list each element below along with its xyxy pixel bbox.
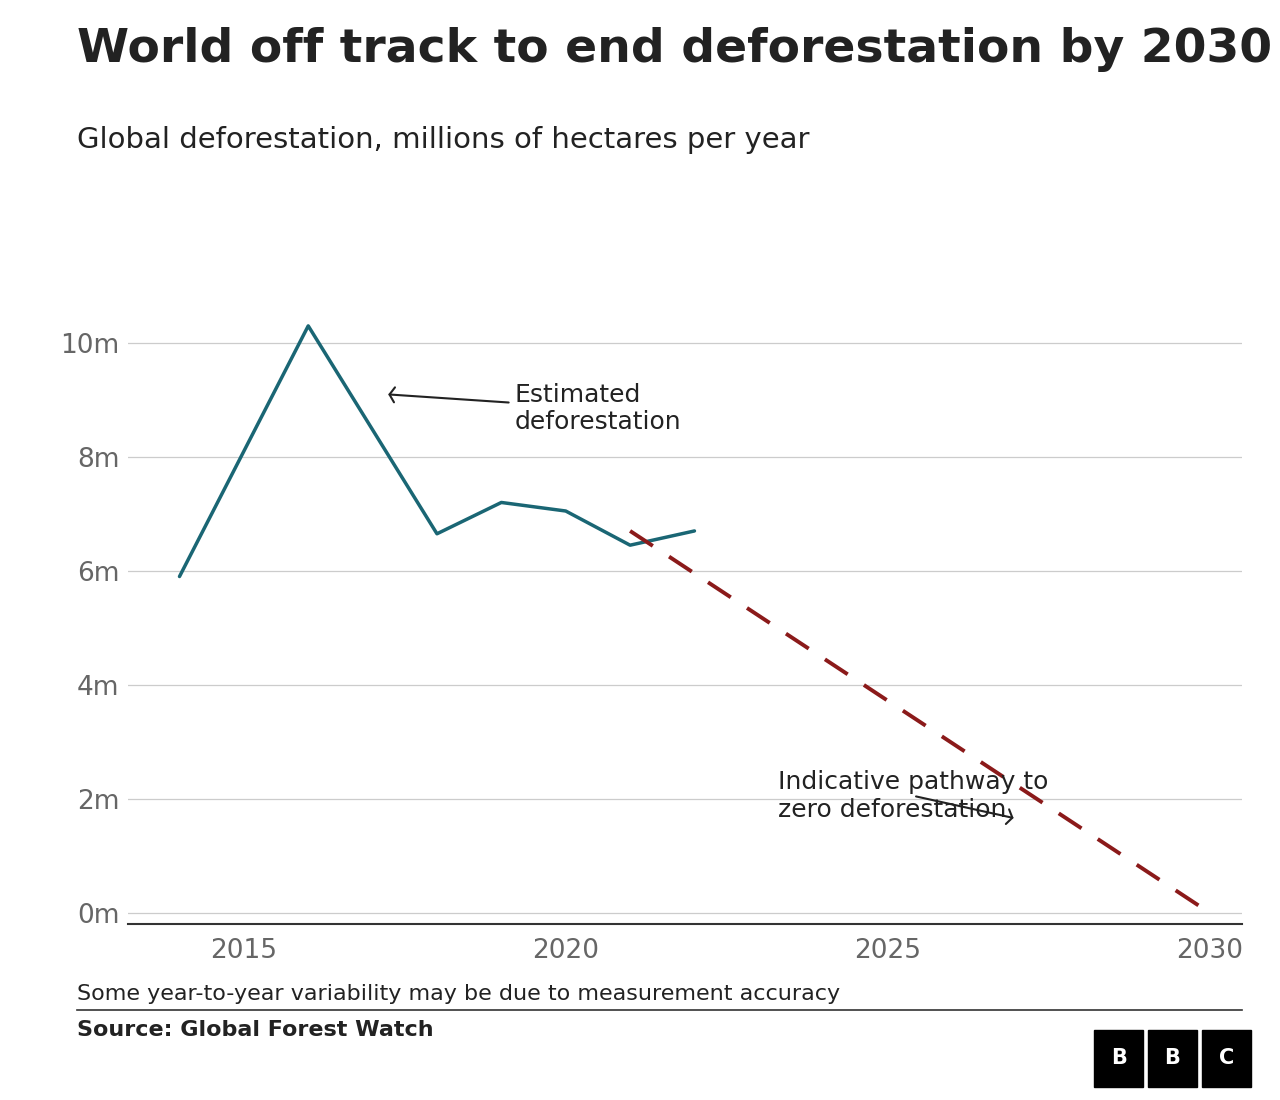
Text: C: C (1219, 1048, 1234, 1068)
Text: Some year-to-year variability may be due to measurement accuracy: Some year-to-year variability may be due… (77, 984, 840, 1004)
Text: B: B (1165, 1048, 1180, 1068)
Text: B: B (1111, 1048, 1126, 1068)
Text: Source: Global Forest Watch: Source: Global Forest Watch (77, 1020, 434, 1040)
Text: World off track to end deforestation by 2030: World off track to end deforestation by … (77, 28, 1272, 73)
Text: Estimated
deforestation: Estimated deforestation (389, 383, 681, 434)
Text: Global deforestation, millions of hectares per year: Global deforestation, millions of hectar… (77, 126, 809, 154)
Text: Indicative pathway to
zero deforestation: Indicative pathway to zero deforestation (778, 770, 1048, 824)
